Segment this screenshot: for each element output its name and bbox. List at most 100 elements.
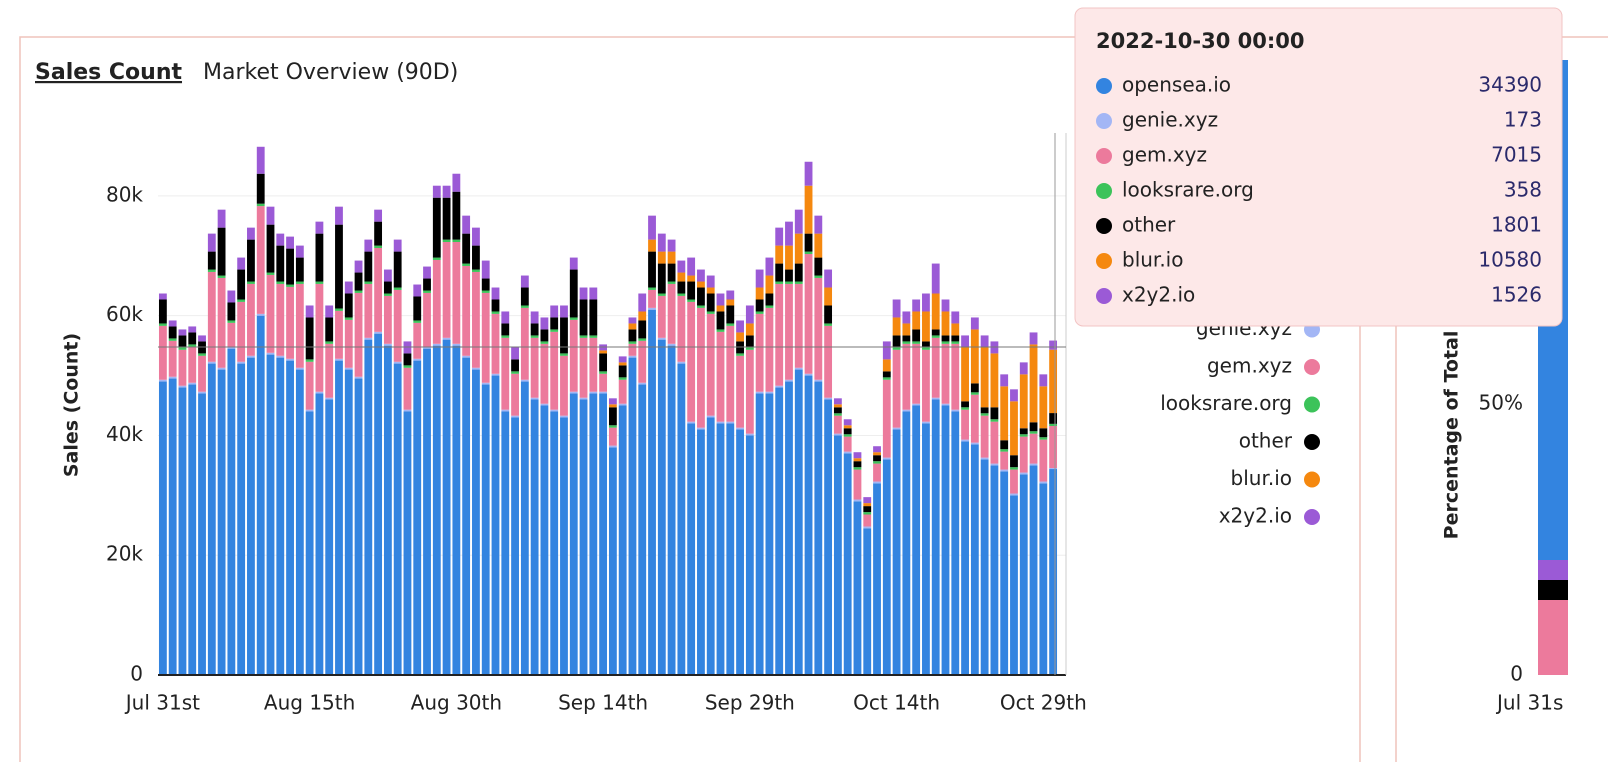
bar-segment (843, 451, 852, 454)
bar-segment (638, 311, 647, 321)
bar-segment (501, 409, 510, 412)
bar-segment (305, 359, 314, 362)
bar-segment (1019, 362, 1028, 375)
bar-segment (833, 413, 842, 416)
bar-segment (667, 345, 676, 675)
bar-segment (442, 337, 451, 340)
bar-segment (188, 382, 197, 385)
bar-segment (667, 343, 676, 346)
bar-segment (540, 403, 549, 406)
bar-segment (1049, 340, 1058, 350)
bar-segment (217, 277, 226, 368)
bar-segment (198, 353, 206, 356)
bar-segment (569, 393, 578, 675)
bar-segment (374, 331, 383, 334)
card (19, 36, 1361, 766)
bar-segment (628, 329, 637, 342)
bar-segment (804, 185, 813, 234)
bar-segment (481, 290, 490, 293)
bar-segment (1019, 436, 1028, 473)
bar-segment (833, 404, 842, 408)
bar-segment (1000, 471, 1009, 675)
bar-segment (550, 329, 559, 332)
bar-segment (843, 428, 852, 435)
bar-segment (393, 239, 402, 252)
bar-segment (794, 209, 803, 234)
bar-segment (501, 311, 510, 324)
bar-segment (755, 287, 764, 300)
bar-segment (970, 329, 979, 384)
side-x-label: Jul 31s (1495, 691, 1563, 715)
bar-segment (560, 317, 568, 354)
y-tick-label: 80k (106, 182, 143, 206)
bar-segment (423, 346, 431, 349)
bar-segment (775, 387, 784, 675)
y-tick-label: 60k (106, 302, 143, 326)
bar-segment (882, 371, 891, 378)
bar-segment (775, 385, 784, 388)
bar-segment (980, 407, 989, 414)
bar-segment (745, 349, 754, 434)
bar-segment (833, 415, 842, 434)
bar-segment (491, 373, 500, 376)
bar-segment (970, 442, 979, 445)
bar-segment (168, 326, 177, 339)
bar-segment (207, 361, 216, 364)
bar-segment (295, 367, 304, 370)
bar-segment (608, 447, 617, 675)
tooltip-name: x2y2.io (1122, 283, 1195, 307)
bar-segment (432, 345, 441, 675)
tooltip-name: opensea.io (1122, 73, 1231, 97)
bar-segment (618, 379, 627, 404)
bar-segment (902, 323, 911, 336)
bar-segment (158, 299, 167, 324)
bar-segment (687, 275, 696, 282)
y-tick-label: 0 (130, 662, 143, 686)
bar-segment (1039, 374, 1048, 387)
bar-segment (589, 335, 598, 338)
bar-segment (217, 209, 226, 228)
bar-segment (413, 358, 422, 361)
chart-title[interactable]: Sales Count (35, 60, 182, 85)
bar-segment (247, 239, 255, 282)
legend-dot (1304, 396, 1320, 413)
bar-segment (882, 359, 891, 372)
legend-label: looksrare.org (1160, 391, 1292, 415)
tooltip-dot (1096, 288, 1112, 304)
bar-segment (432, 197, 441, 258)
tooltip-value: 173 (1504, 108, 1542, 132)
bar-segment (970, 383, 979, 393)
bar-segment (912, 329, 921, 342)
bar-segment (628, 355, 637, 358)
bar-segment (873, 463, 881, 482)
bar-segment (628, 341, 637, 344)
bar-segment (765, 305, 774, 308)
bar-segment (286, 284, 294, 287)
bar-segment (599, 391, 608, 394)
bar-segment (452, 191, 461, 240)
bar-segment (520, 381, 529, 675)
tooltip-name: genie.xyz (1122, 108, 1218, 132)
side-area (1538, 600, 1568, 675)
bar-segment (726, 423, 735, 675)
chart-subtitle[interactable]: Market Overview (90D) (203, 60, 458, 85)
bar-segment (530, 323, 539, 336)
bar-segment (325, 399, 334, 675)
bar-segment (560, 305, 568, 318)
bar-segment (599, 371, 608, 374)
bar-segment (745, 433, 754, 436)
bar-segment (178, 329, 187, 336)
bar-segment (902, 335, 911, 342)
bar-segment (941, 299, 950, 312)
bar-segment (755, 393, 764, 675)
bar-segment (833, 407, 842, 414)
bar-segment (207, 271, 216, 362)
tooltip-value: 7015 (1491, 143, 1542, 167)
bar-segment (922, 293, 930, 312)
bar-segment (648, 307, 656, 310)
bar-segment (540, 405, 549, 675)
bar-segment (354, 272, 363, 291)
bar-segment (824, 323, 833, 326)
bar-segment (941, 405, 950, 675)
x-tick-label: Sep 14th (558, 691, 648, 715)
